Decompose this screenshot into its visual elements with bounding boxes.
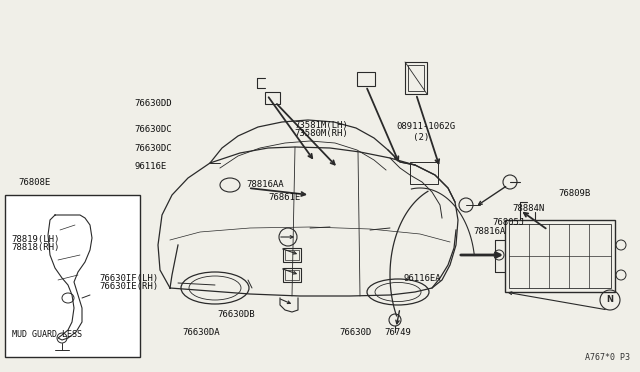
Text: 76630D: 76630D	[339, 328, 371, 337]
Bar	[283, 268, 301, 282]
Text: 73580M(RH): 73580M(RH)	[294, 129, 348, 138]
Bar	[283, 248, 301, 262]
Bar	[357, 72, 375, 86]
Text: 96116E: 96116E	[134, 162, 166, 171]
Bar	[5, 195, 140, 357]
Bar	[505, 220, 615, 292]
Text: 76630IE(RH): 76630IE(RH)	[99, 282, 158, 291]
Text: 78818(RH): 78818(RH)	[12, 243, 60, 252]
Bar	[285, 270, 299, 280]
Text: 76630DA: 76630DA	[182, 328, 220, 337]
Text: N: N	[607, 295, 614, 305]
Text: 08911-1062G
   (2): 08911-1062G (2)	[397, 122, 456, 142]
Text: A767*0 P3: A767*0 P3	[585, 353, 630, 362]
Text: 76808E: 76808E	[18, 178, 50, 187]
Text: 76809B: 76809B	[558, 189, 590, 198]
Text: 76630DC: 76630DC	[134, 144, 172, 153]
Text: 78884N: 78884N	[512, 204, 544, 213]
Bar	[509, 224, 611, 288]
Text: 96116EA: 96116EA	[403, 274, 441, 283]
Text: 76630IF(LH): 76630IF(LH)	[99, 274, 158, 283]
Bar	[408, 65, 424, 91]
Text: 76861E: 76861E	[269, 193, 301, 202]
Text: 78819(LH): 78819(LH)	[12, 235, 60, 244]
Bar	[405, 62, 427, 94]
Bar	[265, 92, 280, 104]
Text: 76749: 76749	[384, 328, 411, 337]
Text: 76630DC: 76630DC	[134, 125, 172, 134]
Bar	[285, 250, 299, 260]
Text: MUD GUARD LESS: MUD GUARD LESS	[12, 330, 81, 339]
Text: 73581M(LH): 73581M(LH)	[294, 121, 348, 130]
Text: 76630DB: 76630DB	[218, 310, 255, 319]
Text: 76630DD: 76630DD	[134, 99, 172, 108]
Bar	[410, 162, 438, 184]
Text: 78816A: 78816A	[474, 227, 506, 236]
Text: 78816AA: 78816AA	[246, 180, 284, 189]
Text: 76805J: 76805J	[493, 218, 525, 227]
